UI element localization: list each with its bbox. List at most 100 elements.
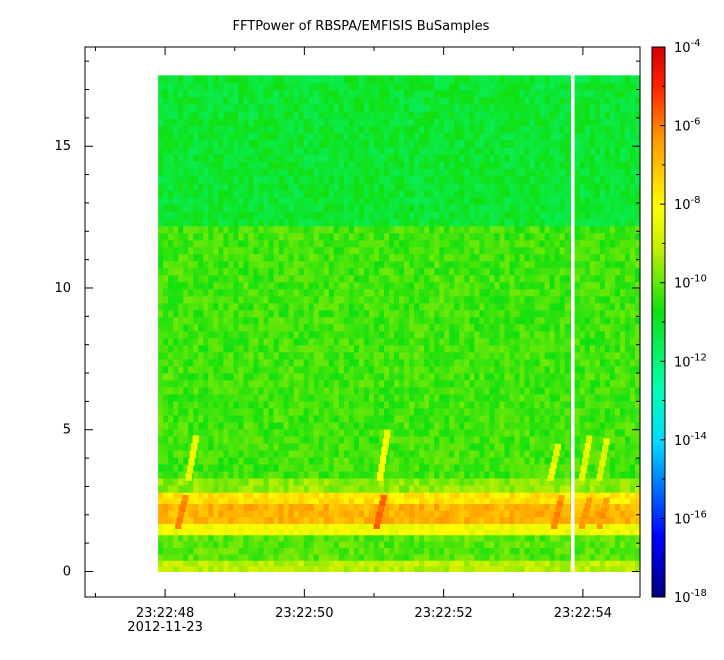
heat-cell [183,358,189,367]
heat-cell [469,232,475,241]
heat-cell [298,492,305,499]
heat-cell [378,330,385,339]
heat-cell [273,523,280,530]
heat-cell [373,330,380,339]
heat-cell [549,560,556,567]
heat-cell [424,503,430,511]
heat-cell [203,485,209,493]
heat-cell [353,516,360,524]
heat-cell [243,337,250,346]
heat-cell [459,485,465,493]
heat-cell [439,503,445,511]
heat-cell [273,379,280,388]
heat-cell [459,463,465,472]
heat-cell [158,344,164,353]
heat-cell [288,442,295,451]
heat-cell [218,492,224,499]
heat-cell [459,274,465,283]
heat-cell [283,309,290,318]
heat-cell [399,477,405,486]
heat-cell [318,295,325,304]
heat-cell [574,330,581,339]
heat-cell [519,428,526,437]
heat-cell [444,541,450,548]
heat-cell [333,295,340,304]
heat-cell [419,470,425,479]
heat-cell [358,463,365,472]
heat-cell [218,463,224,472]
heat-cell [384,379,390,388]
heat-cell [213,316,219,325]
heat-cell [584,523,591,530]
heat-cell [484,239,491,248]
heat-cell [353,456,360,465]
heat-cell [529,337,536,346]
heat-cell [328,428,335,437]
heat-cell [223,477,229,486]
heat-cell [263,225,270,234]
heat-cell [258,344,265,353]
heat-cell [574,523,581,530]
heat-cell [429,323,435,332]
heat-cell [173,477,179,486]
heat-cell [554,435,561,444]
heat-cell [594,407,601,416]
heat-cell [449,323,455,332]
heat-cell [404,358,410,367]
heat-cell [318,547,325,555]
heat-cell [253,379,260,388]
heat-cell [168,232,174,241]
heat-cell [429,565,435,573]
heat-cell [489,463,496,472]
heat-cell [308,365,315,374]
heat-cell [494,528,501,536]
heat-cell [318,267,325,276]
heat-cell [248,225,255,234]
heat-cell [504,309,511,318]
heat-cell [258,323,265,332]
heat-cell [419,414,425,423]
heat-cell [464,421,470,430]
heat-cell [283,365,290,374]
heat-cell [434,463,440,472]
heat-cell [454,428,460,437]
heat-cell [499,288,506,297]
heat-cell [559,435,566,444]
heat-cell [158,189,164,198]
heat-cell [434,330,440,339]
heat-cell [233,393,240,402]
heat-cell [323,497,330,505]
heat-cell [444,379,450,388]
heat-cell [318,463,325,472]
heat-cell [419,407,425,416]
heat-cell [519,281,526,290]
heat-cell [409,470,415,479]
heat-cell [163,218,169,227]
heat-cell [253,365,260,374]
heat-cell [519,379,526,388]
heat-cell [318,510,325,518]
heat-cell [614,330,621,339]
heat-cell [348,407,355,416]
heat-cell [469,497,475,505]
heat-cell [419,309,425,318]
heat-cell [504,239,511,248]
heat-cell [203,421,209,430]
heat-cell [624,246,631,255]
heat-cell [444,323,450,332]
heat-cell [378,239,385,248]
heat-cell [208,365,214,374]
heat-cell [629,379,636,388]
heat-cell [634,510,641,518]
heat-cell [589,421,596,430]
heat-cell [218,407,224,416]
heat-cell [474,553,480,561]
heat-cell [559,267,566,276]
heat-cell [544,449,551,458]
heat-cell [384,477,390,486]
heat-cell [404,428,410,437]
heat-cell [303,510,310,518]
heat-cell [348,288,355,297]
heat-cell [188,400,194,409]
heat-cell [203,239,209,248]
